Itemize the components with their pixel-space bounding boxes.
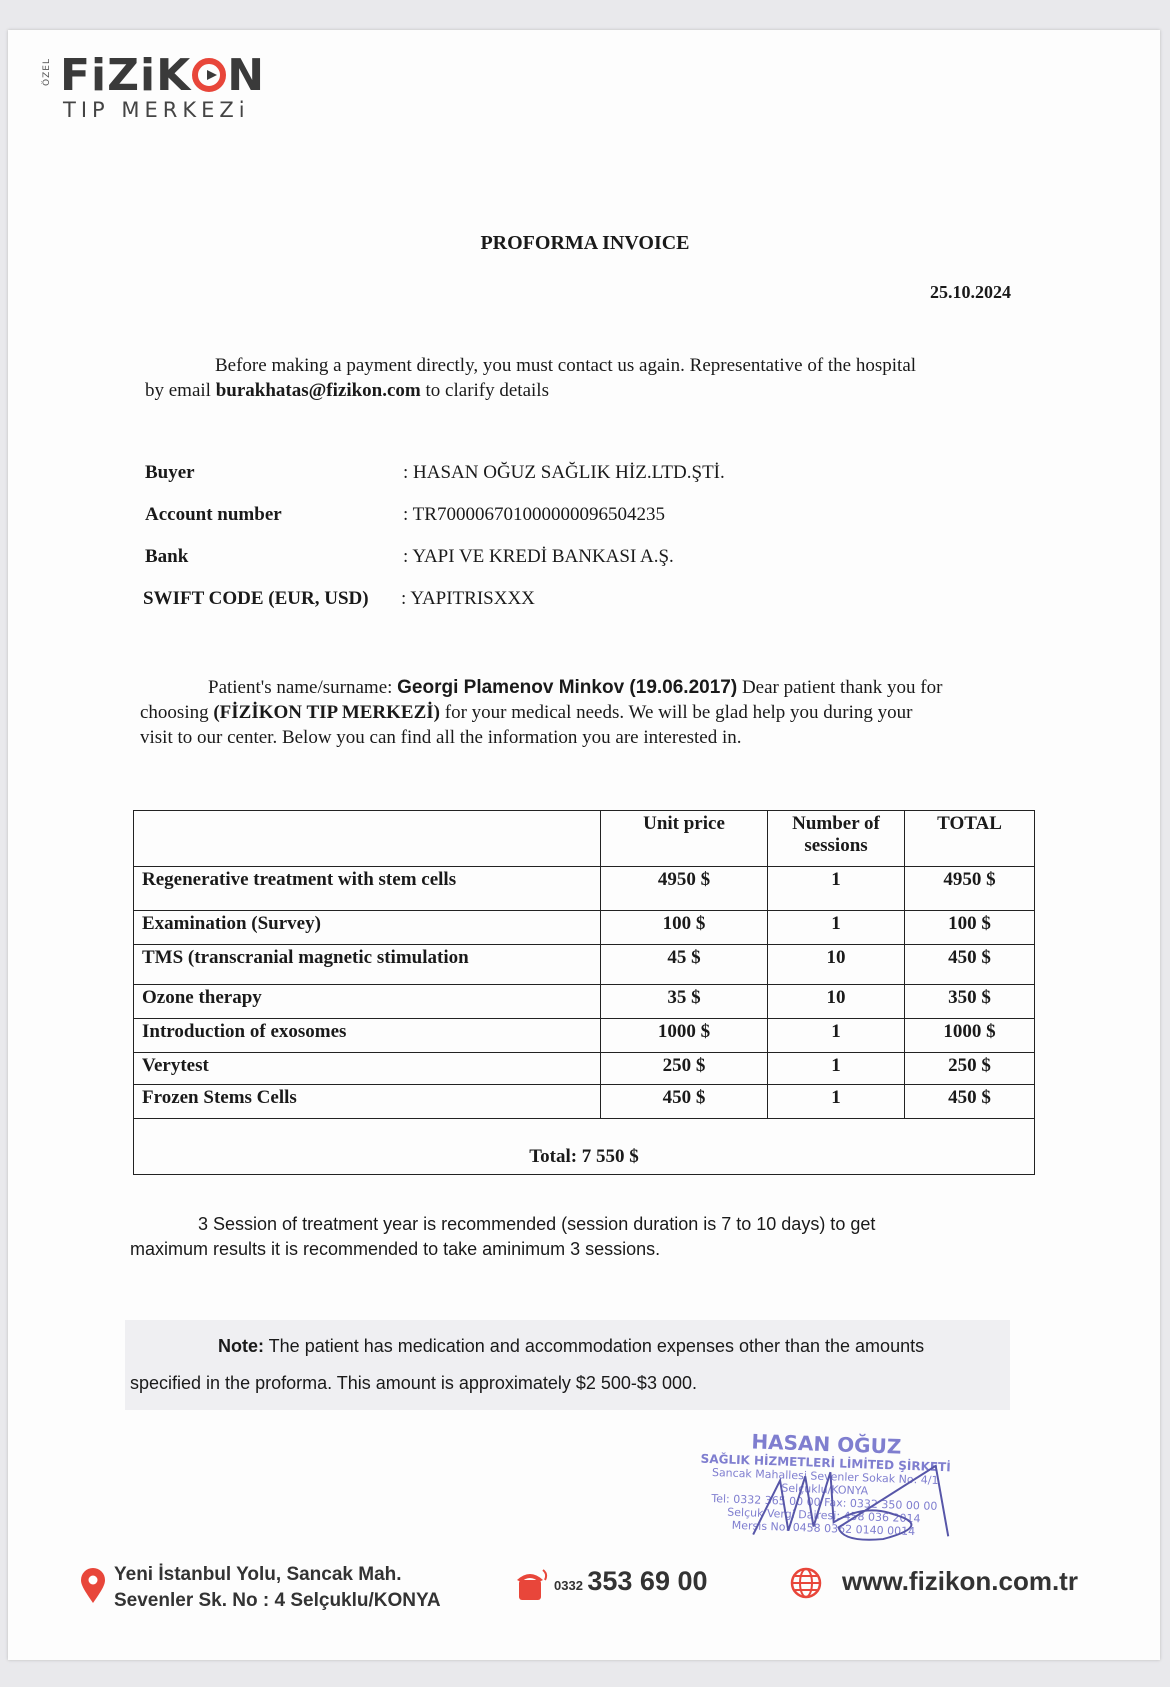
service-name: Frozen Stems Cells bbox=[133, 1084, 601, 1119]
document-date: 25.10.2024 bbox=[930, 282, 1011, 302]
email-link[interactable]: burakhatas@fizikon.com bbox=[215, 380, 421, 401]
service-name: TMS (transcranial magnetic stimulation bbox=[133, 944, 601, 985]
row-total: 4950 $ bbox=[904, 866, 1035, 911]
signature bbox=[752, 1464, 950, 1541]
session-count: 10 bbox=[767, 944, 905, 985]
unit-price: 1000 $ bbox=[600, 1018, 768, 1053]
logo-subtitle: TIP MERKEZi bbox=[63, 98, 250, 122]
header-unit-price: Unit price bbox=[600, 810, 768, 867]
company-stamp: HASAN OĞUZ SAĞLIK HİZMETLERİ LİMİTED ŞİR… bbox=[673, 1427, 976, 1541]
logo-text-end: N bbox=[227, 50, 266, 101]
grand-total: Total: 7 550 $ bbox=[133, 1118, 1035, 1175]
service-name: Regenerative treatment with stem cells bbox=[133, 866, 601, 911]
service-name: Introduction of exosomes bbox=[133, 1018, 601, 1053]
location-icon bbox=[80, 1568, 106, 1609]
session-count: 1 bbox=[767, 866, 905, 911]
session-count: 10 bbox=[767, 984, 905, 1019]
header-total: TOTAL bbox=[904, 810, 1035, 867]
header-sessions: Number of sessions bbox=[767, 810, 905, 867]
recommendation-text: 3 Session of treatment year is recommend… bbox=[130, 1214, 876, 1259]
table-row: Examination (Survey) 100 $1 100 $ bbox=[133, 910, 1035, 945]
session-count: 1 bbox=[767, 910, 905, 945]
table-total-row: Total: 7 550 $ bbox=[133, 1118, 1035, 1175]
phone-icon bbox=[515, 1568, 548, 1600]
unit-price: 100 $ bbox=[600, 910, 768, 945]
unit-price: 35 $ bbox=[600, 984, 768, 1019]
table-header: Unit price Number of sessions TOTAL bbox=[133, 810, 1035, 867]
patient-paragraph: Patient's name/surname: Georgi Plamenov … bbox=[140, 677, 943, 748]
logo: FiZiK N bbox=[60, 50, 265, 101]
unit-price: 450 $ bbox=[600, 1084, 768, 1119]
intro-line: by email burakhatas@fizikon.com to clari… bbox=[145, 380, 549, 401]
unit-price: 4950 $ bbox=[600, 866, 768, 911]
table-row: Ozone therapy 35 $10 350 $ bbox=[133, 984, 1035, 1019]
table-row: Introduction of exosomes 1000 $1 1000 $ bbox=[133, 1018, 1035, 1053]
logo-text: FiZiK bbox=[60, 50, 192, 101]
table-row: Frozen Stems Cells 450 $1 450 $ bbox=[133, 1084, 1035, 1119]
row-total: 1000 $ bbox=[904, 1018, 1035, 1053]
table-row: Verytest 250 $1 250 $ bbox=[133, 1052, 1035, 1085]
session-count: 1 bbox=[767, 1018, 905, 1053]
session-count: 1 bbox=[767, 1052, 905, 1085]
row-total: 250 $ bbox=[904, 1052, 1035, 1085]
service-name: Examination (Survey) bbox=[133, 910, 601, 945]
row-total: 450 $ bbox=[904, 944, 1035, 985]
footer-website[interactable]: www.fizikon.com.tr bbox=[842, 1566, 1078, 1596]
footer-phone[interactable]: 0332 353 69 00 bbox=[554, 1566, 708, 1596]
unit-price: 45 $ bbox=[600, 944, 768, 985]
table-row: Regenerative treatment with stem cells 49… bbox=[133, 866, 1035, 911]
footer-address: Yeni İstanbul Yolu, Sancak Mah. Sevenler … bbox=[114, 1564, 441, 1611]
session-count: 1 bbox=[767, 1084, 905, 1119]
unit-price: 250 $ bbox=[600, 1052, 768, 1085]
patient-name: Georgi Plamenov Minkov (19.06.2017) bbox=[397, 677, 738, 698]
intro-paragraph: Before making a payment directly, you mu… bbox=[145, 353, 1025, 403]
service-name: Ozone therapy bbox=[133, 984, 601, 1019]
note-text: Note: The patient has medication and acc… bbox=[130, 1336, 925, 1393]
row-total: 350 $ bbox=[904, 984, 1035, 1019]
table-row: TMS (transcranial magnetic stimulation 45… bbox=[133, 944, 1035, 985]
services-table: Unit price Number of sessions TOTAL Rege… bbox=[133, 810, 1035, 1175]
globe-icon bbox=[790, 1567, 824, 1606]
document-title: PROFORMA INVOICE bbox=[480, 232, 690, 254]
intro-line: Before making a payment directly, you mu… bbox=[215, 355, 917, 376]
note-box bbox=[125, 1320, 1010, 1410]
row-total: 450 $ bbox=[904, 1084, 1035, 1119]
play-icon bbox=[192, 58, 227, 92]
service-name: Verytest bbox=[133, 1052, 601, 1085]
row-total: 100 $ bbox=[904, 910, 1035, 945]
logo-ozel: ÖZEL bbox=[42, 58, 52, 86]
